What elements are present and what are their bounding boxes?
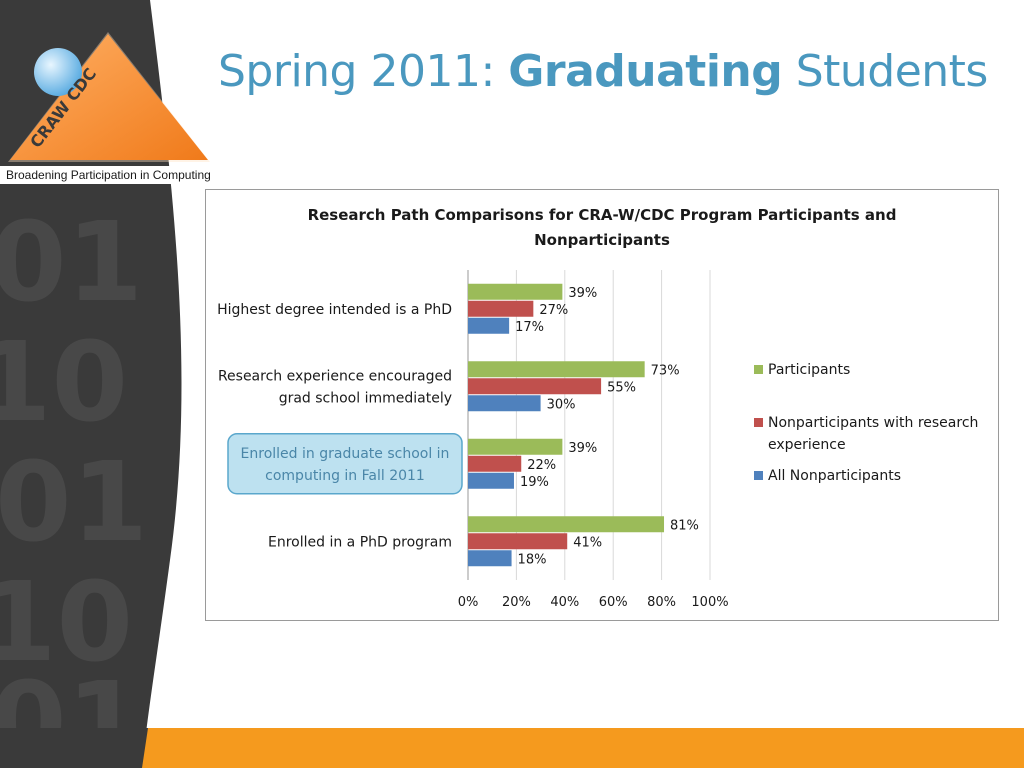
bar <box>468 438 563 455</box>
category-label: computing in Fall 2011 <box>265 468 425 484</box>
bar <box>468 378 602 395</box>
x-tick-label: 80% <box>647 595 676 610</box>
chart-title-line: Nonparticipants <box>534 231 670 249</box>
title-prefix: Spring 2011: <box>218 46 509 97</box>
data-label: 27% <box>539 303 568 318</box>
legend-label: experience <box>768 437 846 453</box>
svg-text:10: 10 <box>0 318 128 446</box>
chart-title-line: Research Path Comparisons for CRA-W/CDC … <box>308 206 897 224</box>
bar <box>468 317 510 334</box>
bar <box>468 395 541 412</box>
craw-cdc-logo: CRAW CDC <box>8 32 210 162</box>
bar <box>468 300 534 317</box>
side-decorative-band: 01 10 01 10 01 <box>0 0 182 768</box>
data-label: 73% <box>651 363 680 378</box>
highlight-callout-box <box>227 433 463 495</box>
category-label: Enrolled in a PhD program <box>268 534 452 550</box>
x-tick-label: 60% <box>599 595 628 610</box>
bar <box>468 472 514 489</box>
category-label: grad school immediately <box>279 390 452 406</box>
svg-text:01: 01 <box>0 198 143 326</box>
data-label: 19% <box>520 475 549 490</box>
category-label: Research experience encouraged <box>218 368 452 384</box>
x-tick-label: 0% <box>458 595 479 610</box>
slide-title: Spring 2011: Graduating Students <box>218 46 1018 97</box>
legend-swatch <box>754 365 763 374</box>
data-label: 39% <box>568 286 597 301</box>
data-label: 39% <box>568 441 597 456</box>
data-label: 18% <box>518 552 547 567</box>
title-bold: Graduating <box>508 46 783 97</box>
chart-frame: Research Path Comparisons for CRA-W/CDC … <box>205 189 999 621</box>
data-label: 22% <box>527 458 556 473</box>
legend-label: All Nonparticipants <box>768 468 901 484</box>
logo-tagline: Broadening Participation in Computing <box>0 166 230 184</box>
bar <box>468 533 568 550</box>
x-tick-label: 20% <box>502 595 531 610</box>
bar <box>468 283 563 300</box>
svg-text:10: 10 <box>0 558 133 686</box>
x-tick-label: 100% <box>691 595 728 610</box>
legend-label: Nonparticipants with research <box>768 415 978 431</box>
category-label: Enrolled in graduate school in <box>241 446 450 462</box>
legend-swatch <box>754 471 763 480</box>
legend-label: Participants <box>768 362 850 378</box>
data-label: 17% <box>515 320 544 335</box>
x-tick-label: 40% <box>550 595 579 610</box>
bar <box>468 516 665 533</box>
data-label: 81% <box>670 518 699 533</box>
data-label: 30% <box>547 397 576 412</box>
bottom-accent-bar <box>0 728 1024 768</box>
bar-chart: Research Path Comparisons for CRA-W/CDC … <box>217 206 978 610</box>
bar <box>468 455 522 472</box>
data-label: 41% <box>573 535 602 550</box>
svg-text:01: 01 <box>0 438 148 566</box>
data-label: 55% <box>607 380 636 395</box>
bar <box>468 361 645 378</box>
legend-swatch <box>754 418 763 427</box>
title-suffix: Students <box>782 46 989 97</box>
category-label: Highest degree intended is a PhD <box>217 302 452 318</box>
bar <box>468 550 512 567</box>
